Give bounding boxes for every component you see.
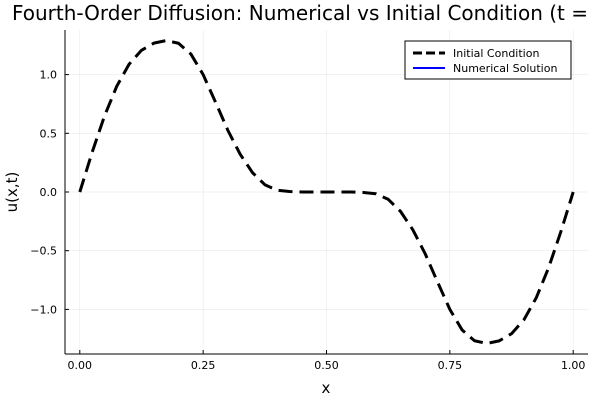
x-ticks: 0.00 0.25 0.50 0.75 1.00 (68, 350, 586, 372)
y-tick-label: −1.0 (30, 303, 57, 316)
legend-box (404, 40, 572, 80)
series-group (78, 39, 575, 345)
x-tick-label: 1.00 (561, 359, 586, 372)
y-tick-label: 1.0 (40, 69, 58, 82)
x-tick-label: 0.00 (68, 359, 93, 372)
y-ticks: −1.0 −0.5 0.0 0.5 1.0 (30, 69, 69, 316)
y-tick-label: 0.0 (40, 186, 58, 199)
y-axis-label: u(x,t) (3, 172, 21, 213)
series-line-0 (78, 39, 575, 345)
chart-title: Fourth-Order Diffusion: Numerical vs Ini… (12, 1, 588, 25)
legend-label-initial-condition: Initial Condition (453, 47, 539, 60)
x-tick-label: 0.50 (314, 359, 339, 372)
x-tick-label: 0.75 (438, 359, 463, 372)
legend: Initial Condition Numerical Solution (404, 40, 572, 80)
x-tick-label: 0.25 (191, 359, 216, 372)
y-tick-label: 0.5 (40, 127, 58, 140)
x-axis-label: x (322, 379, 331, 397)
y-tick-label: −0.5 (30, 245, 57, 258)
legend-label-numerical-solution: Numerical Solution (453, 62, 557, 75)
